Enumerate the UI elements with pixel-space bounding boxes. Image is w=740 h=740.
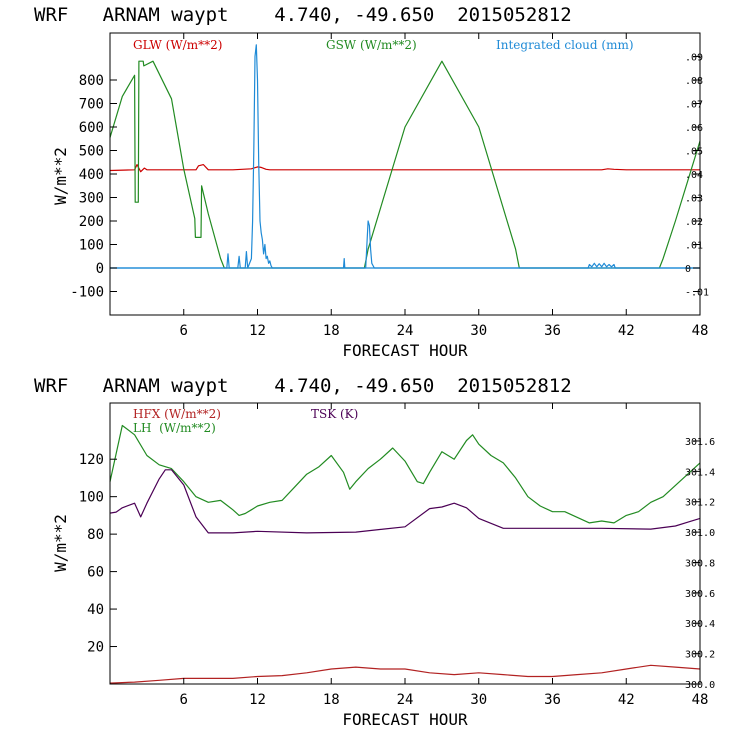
chart-2-y-tick-label: 120 (79, 452, 104, 468)
chart-1-legend-cloud: Integrated cloud (mm) (496, 38, 634, 52)
chart-1-x-tick-label: 18 (323, 323, 340, 339)
chart-1-plot-frame (109, 32, 701, 316)
chart-2-title: WRF ARNAM waypt 4.740, -49.650 201505281… (34, 375, 572, 397)
chart-1-y-tick-label: 100 (79, 238, 104, 254)
chart-1-y2-tick-label: .03 (685, 194, 703, 205)
chart-2-x-tick-label: 24 (397, 692, 414, 708)
chart-2-x-tick-label: 30 (470, 692, 487, 708)
chart-2-series-tsk-k (109, 469, 701, 534)
chart-1-y-tick-label: 500 (79, 144, 104, 160)
chart-1-y2-tick-label: 0 (685, 264, 691, 275)
chart-1-y2-tick-label: .01 (685, 241, 703, 252)
chart-1-y-axis-label: W/m**2 (51, 147, 70, 205)
chart-2-series-lh-w-m-2 (109, 424, 701, 524)
chart-1-y-tick-label: 200 (79, 214, 104, 230)
chart-2-legend-lh: LH (W/m**2) (133, 421, 216, 435)
chart-2-series-hfx-w-m-2 (109, 664, 701, 684)
chart-2-x-tick-label: 36 (544, 692, 561, 708)
chart-1-legend-glw: GLW (W/m**2) (133, 38, 222, 52)
chart-2-y-tick-label: 40 (87, 602, 104, 618)
chart-2-tick-group: 6 12 18 24 30 36 42 4820406080100120300.0300.23… (79, 403, 715, 708)
chart-2-y-tick-label: 100 (79, 490, 104, 506)
chart-1-y2-tick-label: .08 (685, 76, 703, 87)
chart-1-legend-gsw: GSW (W/m**2) (326, 38, 417, 52)
chart-1-tick-group: 6 12 18 24 30 36 42 48 -100 0 100 200 300 400 500 600 70… (70, 33, 709, 339)
chart-1-y2-tick-label: .02 (685, 217, 703, 228)
chart-1-x-tick-label: 24 (397, 323, 414, 339)
chart-1-y2-tick-label: .04 (685, 170, 703, 181)
chart-2-x-tick-label: 12 (249, 692, 266, 708)
chart-1-x-tick-label: 48 (692, 323, 709, 339)
chart-2-x-tick-label: 48 (692, 692, 709, 708)
chart-2-y2-tick-label: 300.0 (685, 680, 715, 691)
chart-1-x-tick-label: 42 (618, 323, 635, 339)
chart-1-y-tick-label: 800 (79, 73, 104, 89)
chart-1-x-tick-label: 30 (470, 323, 487, 339)
chart-2-plot-frame (109, 402, 701, 685)
chart-2-x-tick-label: 42 (618, 692, 635, 708)
chart-2-x-axis-label: FORECAST HOUR (342, 710, 468, 729)
chart-1-x-axis-label: FORECAST HOUR (342, 341, 468, 360)
chart-1-y2-tick-label: .07 (685, 100, 703, 111)
chart-1-x-tick-label: 12 (249, 323, 266, 339)
chart-1-series-group (109, 44, 701, 269)
chart-1-y-tick-label: -100 (70, 285, 104, 301)
chart-1-y-tick-label: 300 (79, 191, 104, 207)
chart-1-y-tick-label: 700 (79, 97, 104, 113)
chart-1-series-gsw-w-m-2 (109, 60, 701, 269)
chart-2-series-group (109, 424, 701, 684)
chart-2-y-axis-label: W/m**2 (51, 514, 70, 572)
chart-1-y-tick-label: 600 (79, 120, 104, 136)
chart-1-title: WRF ARNAM waypt 4.740, -49.650 201505281… (34, 4, 572, 26)
chart-1-y2-tick-label: .09 (685, 53, 703, 64)
chart-1-x-tick-label: 6 (180, 323, 188, 339)
chart-1-y2-tick-label: .06 (685, 123, 703, 134)
chart-2-legend-hfx: HFX (W/m**2) (133, 407, 221, 421)
chart-1-series-integrated-cloud-mm (110, 44, 700, 269)
chart-1-y2-tick-label: .05 (685, 147, 703, 158)
chart-2-y-tick-label: 20 (87, 640, 104, 656)
chart-2-y-tick-label: 60 (87, 565, 104, 581)
chart-2-legend-tsk: TSK (K) (311, 407, 358, 421)
chart-2-x-tick-label: 18 (323, 692, 340, 708)
chart-1-y-tick-label: 0 (96, 261, 104, 277)
chart-1-y2-tick-label: -.01 (685, 288, 709, 299)
chart-2-x-tick-label: 6 (180, 692, 188, 708)
chart-1-series-glw-w-m-2 (109, 164, 700, 173)
chart-1: WRF ARNAM waypt 4.740, -49.650 201505281… (34, 4, 709, 360)
chart-1-y-tick-label: 400 (79, 167, 104, 183)
chart-1-x-tick-label: 36 (544, 323, 561, 339)
chart-2: WRF ARNAM waypt 4.740, -49.650 201505281… (34, 375, 715, 729)
chart-2-y-tick-label: 80 (87, 527, 104, 543)
